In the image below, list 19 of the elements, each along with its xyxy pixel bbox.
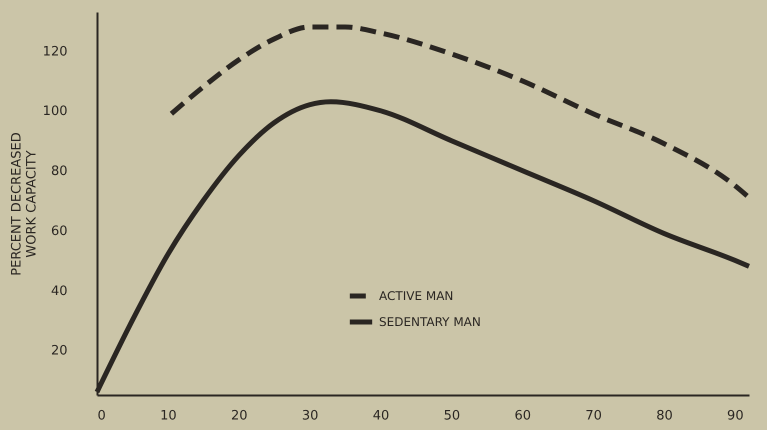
- y-tick-label: 100: [42, 104, 68, 120]
- x-tick-label: 40: [372, 408, 390, 424]
- x-tick-label: 30: [302, 408, 318, 424]
- x-tick-label: 70: [585, 408, 602, 424]
- y-tick-label: 80: [50, 164, 68, 180]
- y-tick-label: 120: [42, 44, 68, 60]
- x-tick-label: 60: [514, 408, 531, 424]
- x-tick-label: 90: [727, 408, 744, 424]
- y-tick-label: 20: [50, 344, 68, 359]
- legend-label: ACTIVE MAN: [379, 289, 454, 303]
- x-tick-label: 50: [444, 408, 460, 424]
- y-tick-label: 40: [50, 284, 68, 299]
- x-tick-label: 0: [98, 408, 106, 424]
- y-axis-title: PERCENT DECREASED WORK CAPACITY: [10, 132, 40, 276]
- x-tick-label: 80: [656, 408, 673, 424]
- x-tick-label: 20: [230, 408, 248, 424]
- y-tick-label: 60: [50, 224, 68, 239]
- legend-label: SEDENTARY MAN: [379, 315, 481, 329]
- x-tick-label: 10: [160, 408, 177, 424]
